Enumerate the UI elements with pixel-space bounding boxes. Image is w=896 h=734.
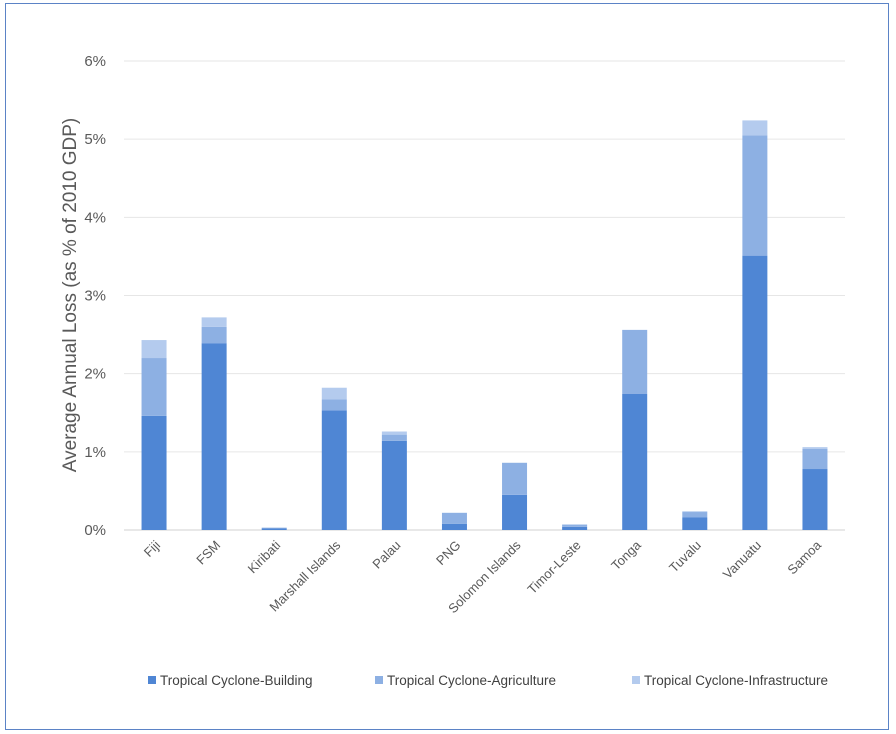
bar-segment-agriculture — [502, 462, 528, 495]
bar-segment-infrastructure — [742, 120, 768, 136]
bar-segment-agriculture — [261, 527, 287, 529]
bar-segment-building — [321, 410, 347, 530]
bar-segment-agriculture — [622, 329, 648, 394]
x-tick-label: FSM — [193, 538, 223, 568]
y-tick-label: 1% — [84, 444, 106, 461]
bar-segment-infrastructure — [802, 447, 828, 449]
y-axis-label: Average Annual Loss (as % of 2010 GDP) — [60, 118, 81, 473]
bar-segment-agriculture — [321, 399, 347, 411]
x-tick-label: Fiji — [141, 537, 163, 559]
x-tick-label: Tonga — [608, 537, 644, 573]
legend-swatch — [375, 676, 383, 684]
y-tick-labels: 0% 1% 2% 3% 4% 5% 6% — [84, 53, 106, 539]
bar-segment-building — [502, 494, 528, 530]
bar-segment-infrastructure — [201, 317, 227, 327]
bar-segment-building — [261, 528, 287, 530]
x-tick-label: Samoa — [784, 537, 824, 577]
bar-segment-building — [742, 255, 768, 530]
bar-segment-building — [682, 517, 708, 530]
bar-segment-building — [381, 440, 407, 530]
x-tick-label: PNG — [433, 538, 464, 569]
bar-segment-building — [441, 523, 467, 530]
bar-segment-agriculture — [381, 434, 407, 441]
bars — [141, 120, 828, 530]
bar-segment-agriculture — [802, 448, 828, 470]
bar-segment-building — [141, 415, 167, 530]
legend-swatch — [148, 676, 156, 684]
y-tick-label: 0% — [84, 522, 106, 539]
y-tick-label: 4% — [84, 209, 106, 226]
y-tick-label: 2% — [84, 366, 106, 383]
bar-segment-infrastructure — [381, 431, 407, 435]
legend-label: Tropical Cyclone-Building — [160, 673, 313, 688]
bar-segment-agriculture — [682, 512, 708, 518]
x-tick-label: Kiribati — [245, 537, 284, 576]
x-tick-label: Tuvalu — [666, 538, 704, 576]
bar-segment-building — [562, 526, 588, 530]
bar-segment-building — [622, 393, 648, 530]
bar-segment-agriculture — [141, 358, 167, 416]
legend-label: Tropical Cyclone-Agriculture — [387, 673, 556, 688]
bar-segment-agriculture — [441, 512, 467, 524]
gridlines — [124, 60, 845, 531]
bar-segment-agriculture — [201, 326, 227, 344]
bar-segment-building — [201, 343, 227, 530]
bar-segment-infrastructure — [321, 387, 347, 400]
y-tick-label: 3% — [84, 288, 106, 305]
x-tick-label: Palau — [369, 538, 403, 572]
y-tick-label: 6% — [84, 53, 106, 70]
bar-segment-infrastructure — [141, 340, 167, 359]
legend: Tropical Cyclone-Building Tropical Cyclon… — [148, 673, 828, 688]
y-tick-label: 5% — [84, 131, 106, 148]
x-tick-label: Vanuatu — [720, 538, 764, 582]
legend-label: Tropical Cyclone-Infrastructure — [644, 673, 828, 688]
legend-swatch — [632, 676, 640, 684]
bar-segment-building — [802, 469, 828, 530]
x-tick-label: Timor-Leste — [524, 538, 583, 597]
bar-segment-infrastructure — [682, 511, 708, 513]
bar-segment-agriculture — [562, 524, 588, 527]
bar-segment-agriculture — [742, 135, 768, 256]
